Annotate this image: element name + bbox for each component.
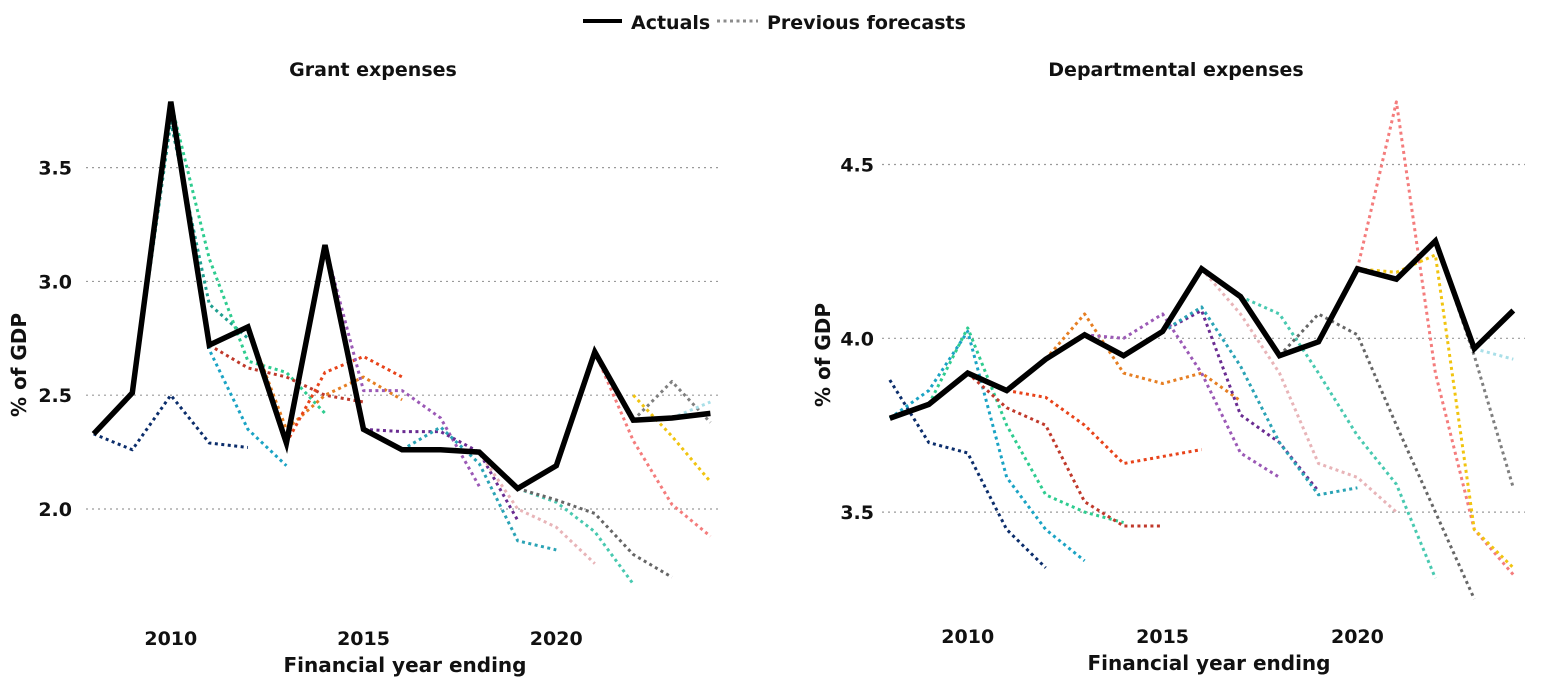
forecast-series-line <box>1473 347 1514 361</box>
forecast-series-line <box>401 425 557 552</box>
legend: Actuals Previous forecasts <box>583 12 966 34</box>
y-axis-title-departmental: % of GDP <box>811 303 835 407</box>
y-tick-label: 2.0 <box>38 499 72 521</box>
x-axis-title-departmental: Financial year ending <box>1088 651 1331 675</box>
x-tick-label: 2010 <box>941 626 994 648</box>
panel-title-departmental-expenses: Departmental expenses <box>1048 59 1303 81</box>
forecast-series-line <box>1006 389 1202 465</box>
forecast-series-line <box>888 329 1086 562</box>
x-axis-title-grant: Financial year ending <box>284 653 527 677</box>
y-tick-label: 4.0 <box>840 328 874 350</box>
x-tick-label: 2020 <box>1331 626 1384 648</box>
actuals-series-line <box>91 101 711 492</box>
forecast-series-line <box>1084 312 1281 479</box>
forecast-series-line <box>1044 312 1242 403</box>
grant-expenses-panel: Grant expenses 2.0 2.5 3.0 3.5 2010 2015 2020… <box>7 59 722 677</box>
x-tick-label: 2015 <box>1136 626 1189 648</box>
legend-forecasts-label: Previous forecasts <box>767 12 966 34</box>
forecast-series-line <box>517 487 673 579</box>
forecast-series-line <box>927 326 1124 525</box>
y-tick-label: 2.5 <box>38 385 72 407</box>
y-axis-title-grant: % of GDP <box>7 313 31 417</box>
forecast-series-line <box>1161 305 1358 497</box>
forecast-series-line <box>1239 295 1437 579</box>
forecast-series-line <box>285 355 403 444</box>
y-tick-label: 3.5 <box>840 502 874 524</box>
forecast-series-line <box>477 451 596 565</box>
forecast-series-line <box>93 393 249 452</box>
x-tick-label: 2020 <box>530 628 583 650</box>
departmental-expenses-panel: Departmental expenses 3.5 4.0 4.5 2010 2015… <box>811 59 1525 675</box>
panel-title-grant-expenses: Grant expenses <box>289 59 457 81</box>
forecast-series-line <box>246 326 403 431</box>
y-tick-label: 4.5 <box>840 154 874 176</box>
x-tick-label: 2015 <box>337 628 390 650</box>
forecast-series-line <box>1355 100 1515 576</box>
y-tick-label: 3.5 <box>38 158 72 180</box>
forecast-series-line <box>169 101 288 467</box>
forecast-series-line <box>966 371 1163 528</box>
forecast-series-line <box>323 244 481 487</box>
forecast-series-line <box>593 351 712 538</box>
forecast-series-line <box>1200 267 1398 514</box>
y-tick-label: 3.0 <box>38 271 72 293</box>
x-tick-label: 2010 <box>144 628 197 650</box>
forecast-series-line <box>1357 253 1515 569</box>
legend-actuals-label: Actuals <box>631 12 710 34</box>
actuals-series-line <box>888 236 1516 421</box>
forecast-series-line <box>1278 312 1476 600</box>
